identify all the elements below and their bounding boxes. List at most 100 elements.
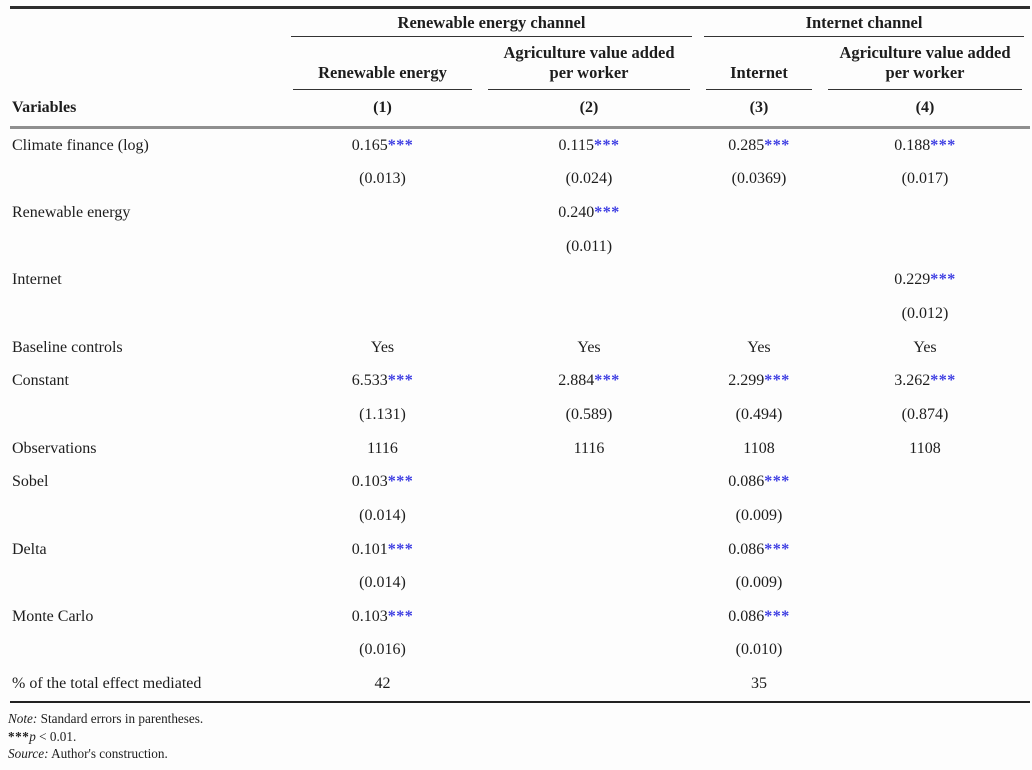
column-header: Agriculture value added per worker [828,43,1022,90]
table-row: % of the total effect mediated 42 35 [10,667,1030,701]
row-label: Constant [12,372,69,390]
significance-stars: *** [8,728,30,744]
column-number: (3) [749,99,769,116]
table-row: Observations 1116 1116 1108 1108 [10,432,1030,466]
row-label: Climate finance (log) [12,136,149,154]
significance-stars: *** [387,540,414,558]
column-number-row: Variables (1) (2) (3) (4) [10,90,1030,126]
table-row: (0.014) (0.009) [10,566,1030,600]
table-row: Monte Carlo 0.103*** 0.086*** [10,600,1030,634]
value-cell: Yes [747,338,771,356]
value-cell: 6.533*** [351,372,414,390]
se-cell: (0.014) [359,506,406,524]
value-cell: 2.299*** [728,372,790,390]
significance-stars: *** [764,473,790,491]
value-cell: 0.115*** [558,136,620,154]
note-text: Standard errors in parentheses. [37,711,204,727]
se-cell: (0.014) [359,574,406,592]
source-text: Author's construction. [48,746,168,762]
column-header-row: Renewable energy Agriculture value added … [10,37,1030,90]
value-cell: Yes [370,338,395,356]
value-cell: 0.103*** [351,607,414,625]
se-cell: (0.0369) [731,170,787,188]
value-cell: 1108 [909,439,941,457]
column-header: Renewable energy [293,63,472,90]
significance-stars: *** [594,204,620,222]
column-header: Agriculture value added per worker [488,43,690,90]
significance-stars: *** [930,136,956,154]
value-cell: 0.229*** [894,271,956,289]
table-row: Constant 6.533*** 2.884*** 2.299*** 3.262*** [10,364,1030,398]
column-number: (1) [373,99,392,116]
row-label: % of the total effect mediated [12,675,202,693]
note-line: Note: Standard errors in parentheses. [8,710,1032,728]
se-cell: (0.012) [901,305,949,323]
table-notes: Note: Standard errors in parentheses. **… [8,703,1032,763]
significance-stars: *** [930,271,956,289]
significance-stars: *** [387,473,414,491]
table-row: Renewable energy 0.240*** [10,196,1030,230]
column-number: (2) [579,99,599,116]
row-label: Internet [12,271,62,289]
se-cell: (0.009) [735,574,783,592]
se-cell: (0.874) [901,405,949,423]
table-row: (0.013) (0.024) (0.0369) (0.017) [10,163,1030,197]
significance-threshold: < 0.01. [35,728,77,744]
top-rule [10,6,1030,9]
value-cell: Yes [577,338,601,356]
se-cell: (0.010) [735,641,783,659]
significance-stars: *** [387,136,414,154]
variables-header: Variables [12,99,77,116]
value-cell: 42 [374,675,391,693]
significance-variable: p [29,728,36,744]
value-cell: 1108 [743,439,775,457]
value-cell: 3.262*** [894,372,956,390]
value-cell: 0.188*** [894,136,956,154]
se-cell: (0.016) [359,641,406,659]
value-cell: 2.884*** [558,372,620,390]
significance-stars: *** [764,540,790,558]
value-cell: 0.086*** [728,607,790,625]
value-cell: 0.285*** [728,136,790,154]
se-cell: (0.009) [735,506,783,524]
row-label: Monte Carlo [12,607,94,625]
table-row: (0.011) [10,230,1030,264]
value-cell: 0.103*** [351,473,414,491]
header-rule [10,126,1030,129]
significance-stars: *** [593,136,620,154]
se-cell: (0.589) [565,405,613,423]
significance-stars: *** [764,136,790,154]
table-body: Climate finance (log) 0.165*** 0.115*** 0.2… [10,129,1030,701]
table-row: (0.016) (0.010) [10,634,1030,668]
row-label: Baseline controls [12,338,123,356]
row-label: Delta [12,540,47,558]
source-label: Source: [8,746,49,762]
source-line: Source: Author's construction. [8,745,1032,763]
value-cell: 1116 [573,439,605,457]
significance-stars: *** [764,372,790,390]
significance-line: ***p < 0.01. [8,728,1032,746]
table-row: (0.012) [10,297,1030,331]
table-row: Internet 0.229*** [10,264,1030,298]
column-header: Internet [706,63,812,90]
row-label: Observations [12,439,97,457]
se-cell: (0.017) [901,170,949,188]
se-cell: (0.011) [565,237,613,255]
value-cell: 0.086*** [728,473,790,491]
significance-stars: *** [594,372,620,390]
regression-table: Renewable energy channel Internet channe… [10,6,1030,704]
significance-stars: *** [387,607,414,625]
value-cell: Yes [913,338,937,356]
significance-stars: *** [387,372,414,390]
se-cell: (0.024) [565,170,613,188]
channel-group-header: Renewable energy channel [291,13,692,37]
row-label: Sobel [12,473,49,491]
significance-stars: *** [764,607,790,625]
column-number: (4) [915,99,935,116]
value-cell: 1116 [367,439,398,457]
channel-group-header: Internet channel [704,13,1024,37]
value-cell: 0.240*** [558,204,620,222]
significance-stars: *** [930,372,956,390]
value-cell: 35 [751,675,767,693]
